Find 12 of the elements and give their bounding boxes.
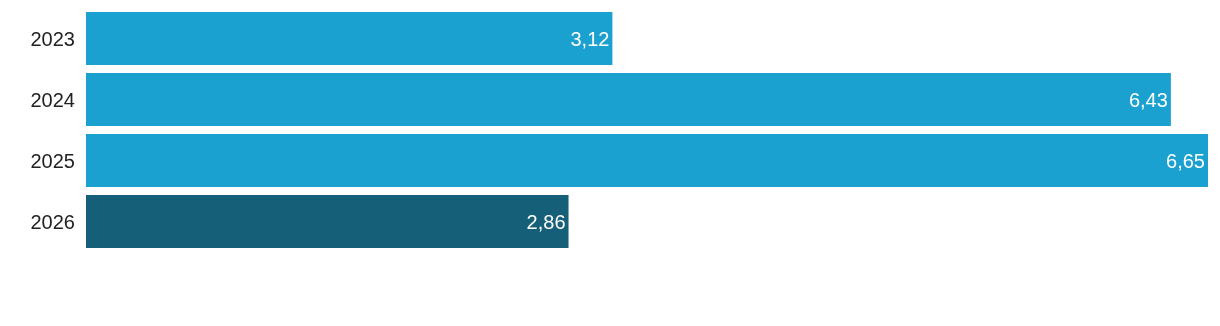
data-label: 2,86 <box>526 210 566 233</box>
y-tick-label: 2023 <box>30 27 75 50</box>
y-tick-label: 2026 <box>30 210 75 233</box>
bar <box>86 72 1171 127</box>
y-tick-label: 2024 <box>30 88 75 111</box>
bar <box>86 133 1208 188</box>
bar <box>86 194 569 249</box>
y-tick-label: 2025 <box>30 149 75 172</box>
bar <box>86 11 613 66</box>
data-label: 3,12 <box>570 27 610 50</box>
data-label: 6,43 <box>1128 88 1168 111</box>
data-label: 6,65 <box>1166 149 1205 172</box>
